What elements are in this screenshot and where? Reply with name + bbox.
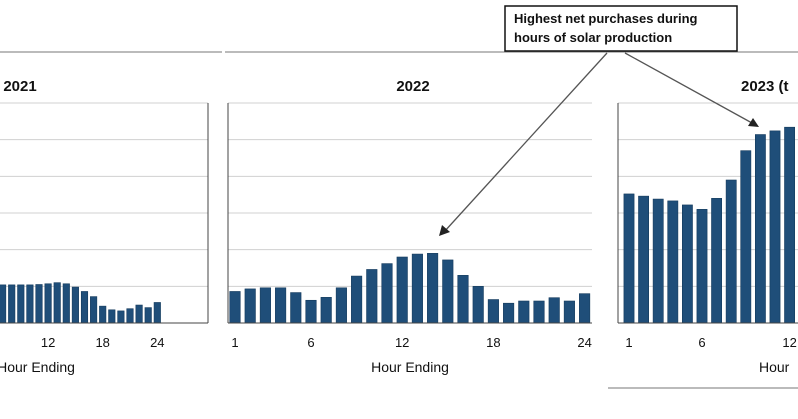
- bar-hour-11: [769, 130, 781, 324]
- x-tick-label: 12: [41, 335, 55, 350]
- x-tick-labels: 12 18 24: [41, 335, 165, 350]
- x-tick-label: 24: [150, 335, 164, 350]
- bar-hour-10: [26, 284, 34, 324]
- chart-title: 2022: [396, 78, 429, 95]
- x-tick-label: 18: [95, 335, 109, 350]
- bar-hour-15: [71, 286, 79, 324]
- bar-hour-8: [725, 179, 737, 324]
- x-axis-label: Hour Ending: [0, 359, 75, 375]
- bar-hour-7: [320, 297, 332, 324]
- annotation-arrow-to-2023: [624, 52, 753, 124]
- bar-hour-17: [472, 286, 484, 324]
- bar-hour-6: [305, 299, 317, 324]
- annotation-line-1: Highest net purchases during: [514, 11, 698, 26]
- bar-hour-10: [754, 134, 766, 324]
- bar-hour-8: [8, 284, 16, 324]
- x-tick-label: 6: [307, 335, 314, 350]
- bar-hour-24: [579, 293, 591, 324]
- gridlines: [228, 102, 592, 287]
- bars: [0, 282, 161, 324]
- bar-hour-9: [17, 284, 25, 324]
- bars: [623, 126, 795, 324]
- bar-hour-18: [487, 299, 499, 324]
- x-tick-label: 12: [395, 335, 409, 350]
- bar-hour-1: [229, 291, 241, 324]
- bar-hour-16: [80, 291, 89, 324]
- bar-hour-9: [351, 275, 363, 324]
- bar-hour-2: [244, 288, 256, 324]
- x-tick-label: 1: [231, 335, 238, 350]
- bar-hour-16: [457, 275, 469, 324]
- arrowhead-icon: [439, 225, 450, 236]
- bar-hour-22: [135, 304, 143, 324]
- bar-hour-10: [366, 269, 378, 324]
- annotation-callout: Highest net purchases during hours of so…: [439, 5, 759, 236]
- bar-hour-13: [53, 282, 61, 324]
- x-tick-labels: 1 6 12: [625, 335, 796, 350]
- gridlines: [0, 102, 208, 287]
- bar-hour-17: [90, 296, 98, 324]
- chart-title: 2021: [3, 78, 36, 95]
- bar-hour-21: [533, 300, 545, 324]
- bar-hour-1: [623, 193, 635, 324]
- bar-hour-11: [381, 263, 393, 324]
- bar-hour-14: [62, 283, 70, 324]
- chart-title: 2023 (t: [741, 78, 789, 95]
- bar-hour-8: [335, 287, 347, 324]
- arrowhead-icon: [748, 118, 759, 127]
- chart-panel-2023: 1 6 12 2023 (t Hour: [617, 78, 798, 375]
- bar-hour-4: [667, 200, 679, 324]
- bar-hour-3: [259, 287, 271, 324]
- bar-hour-14: [427, 253, 439, 324]
- bar-hour-5: [290, 292, 302, 324]
- x-tick-label: 1: [625, 335, 632, 350]
- bar-hour-20: [117, 310, 125, 324]
- annotation-arrow-to-2022: [443, 52, 608, 233]
- chart-panel-2021: 12 18 24 2021 Hour Ending: [0, 78, 209, 375]
- bar-hour-23: [144, 307, 152, 324]
- bar-hour-12: [396, 256, 408, 324]
- bar-hour-22: [548, 297, 560, 324]
- bars: [229, 253, 591, 324]
- bar-hour-3: [652, 198, 664, 324]
- bar-hour-2: [638, 195, 649, 324]
- annotation-box: [504, 5, 738, 52]
- bar-hour-19: [503, 302, 515, 324]
- bar-hour-4: [275, 287, 287, 324]
- bar-hour-12: [784, 126, 795, 324]
- bar-hour-24: [153, 302, 161, 324]
- bar-hour-11: [35, 284, 43, 324]
- annotation-line-2: hours of solar production: [514, 30, 672, 45]
- x-tick-label: 6: [698, 335, 705, 350]
- x-tick-label: 24: [577, 335, 591, 350]
- bar-hour-12: [44, 283, 52, 324]
- x-tick-label: 18: [486, 335, 500, 350]
- bar-hour-20: [518, 300, 530, 324]
- x-axis-label: Hour Ending: [371, 359, 449, 375]
- bar-hour-21: [126, 308, 134, 324]
- x-axis-label: Hour: [759, 359, 790, 375]
- x-tick-labels: 1 6 12 18 24: [231, 335, 591, 350]
- bar-hour-13: [411, 253, 423, 324]
- bar-hour-7: [711, 198, 722, 324]
- bar-hour-6: [696, 209, 708, 324]
- bar-hour-23: [563, 300, 575, 324]
- x-tick-label: 12: [782, 335, 796, 350]
- bar-hour-18: [99, 305, 107, 324]
- chart-panel-2022: 1 6 12 18 24 2022 Hour Ending: [227, 78, 592, 375]
- bar-hour-9: [740, 150, 752, 324]
- bar-hour-5: [681, 204, 693, 324]
- bar-hour-19: [108, 309, 116, 324]
- bar-hour-7: [0, 284, 7, 324]
- bar-hour-15: [442, 259, 454, 324]
